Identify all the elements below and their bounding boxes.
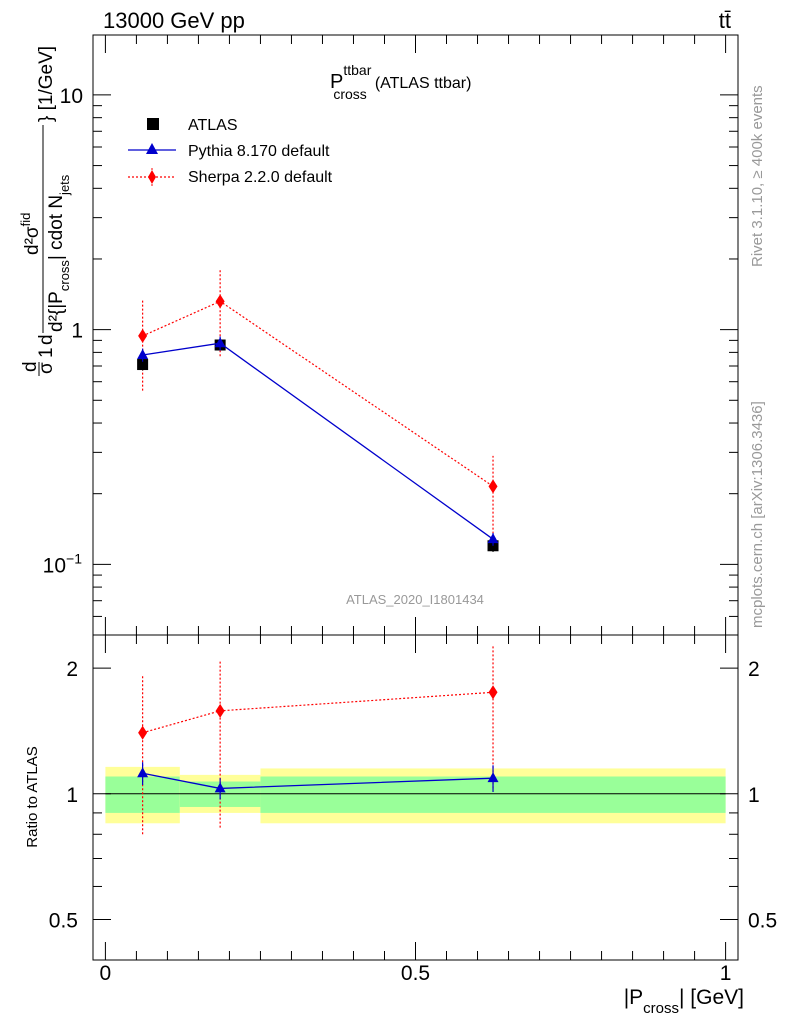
- ylabel-frac2-num: d²σfid: [18, 213, 43, 255]
- ylabel-d: d: [20, 361, 41, 372]
- ratio-pythia-point: [487, 772, 499, 783]
- process-label: tt̄: [719, 8, 731, 33]
- legend-atlas-label: ATLAS: [188, 117, 238, 134]
- atlas-point: [137, 359, 149, 371]
- ratio-ytick-label-left: 0.5: [49, 910, 78, 933]
- sherpa-line: [142, 300, 494, 487]
- ratio-ytick-label-left: 1: [66, 784, 78, 807]
- main-ytick-label: 10: [60, 85, 83, 108]
- sherpa-point: [138, 328, 148, 343]
- main-plot-panel: 10−1 1 10 Pttbar cross(ATLAS ttbar) ATLAS P…: [18, 34, 739, 636]
- xlabel: |Pcross| [GeV]: [624, 986, 744, 1017]
- xtick-label: 1: [720, 962, 732, 985]
- main-axis-ticks: 10−1 1 10: [43, 35, 738, 636]
- pythia-line: [142, 342, 494, 540]
- main-ylabel: d σ 1 d d²σfid d²{|Pcross| cdot Njets } …: [18, 46, 72, 376]
- legend-pythia-marker: [146, 143, 158, 154]
- ratio-sherpa-point: [488, 685, 498, 700]
- mcplots-label: mcplots.cern.ch [arXiv:1306.3436]: [749, 401, 766, 628]
- legend-sherpa-marker: [148, 170, 156, 184]
- ratio-ytick-label-right: 1: [748, 784, 760, 807]
- ratio-uncertainty-bands: [105, 766, 726, 824]
- ratio-ytick-label-right: 0.5: [748, 910, 777, 933]
- ratio-sherpa-point: [215, 703, 225, 718]
- main-ytick-label: 1: [71, 320, 83, 343]
- legend-sherpa-label: Sherpa 2.2.0 default: [188, 169, 333, 186]
- plot-title: Pttbar cross(ATLAS ttbar): [330, 62, 471, 102]
- sherpa-point: [488, 479, 498, 494]
- ratio-pythia-point: [137, 767, 149, 778]
- xtick-label: 0.5: [401, 962, 430, 985]
- sherpa-point: [215, 294, 225, 309]
- ratio-ylabel: Ratio to ATLAS: [24, 746, 41, 847]
- legend-atlas-marker: [147, 118, 159, 130]
- ratio-sherpa-point: [138, 725, 148, 740]
- ylabel-frac2-den: d²{|Pcross| cdot Njets: [46, 174, 72, 332]
- legend-pythia-label: Pythia 8.170 default: [188, 143, 330, 160]
- xtick-label: 0: [100, 962, 112, 985]
- ylabel-sigma: σ: [36, 362, 57, 374]
- pythia-point: [487, 533, 499, 544]
- ylabel-d2: d: [36, 334, 57, 345]
- ratio-plot-panel: 0.5 0.5 1 1 2 2 0 0.5 1 Ratio to ATLAS |Pcross| …: [24, 634, 777, 1017]
- legend: ATLAS Pythia 8.170 default Sherpa 2.2.0 …: [128, 117, 333, 186]
- ratio-ytick-label-right: 2: [748, 658, 760, 681]
- ratio-axis-ticks: 0.5 0.5 1 1 2 2 0 0.5 1: [49, 635, 777, 985]
- ratio-ytick-label-left: 2: [66, 658, 78, 681]
- energy-label: 13000 GeV pp: [103, 8, 245, 33]
- rivet-label: Rivet 3.1.10, ≥ 400k events: [749, 85, 766, 267]
- ratio-sherpa-line: [142, 691, 494, 734]
- pythia-point: [137, 348, 149, 359]
- ylabel-units: } [1/GeV]: [36, 46, 57, 122]
- main-data-layer: [137, 268, 499, 552]
- ratio-data-layer: [137, 645, 499, 835]
- pythia-point: [214, 337, 226, 348]
- main-ytick-label: 10−1: [43, 550, 83, 577]
- analysis-id: ATLAS_2020_I1801434: [346, 592, 484, 607]
- ratio-pythia-point: [214, 782, 226, 793]
- ylabel-frac-one: 1: [36, 347, 57, 358]
